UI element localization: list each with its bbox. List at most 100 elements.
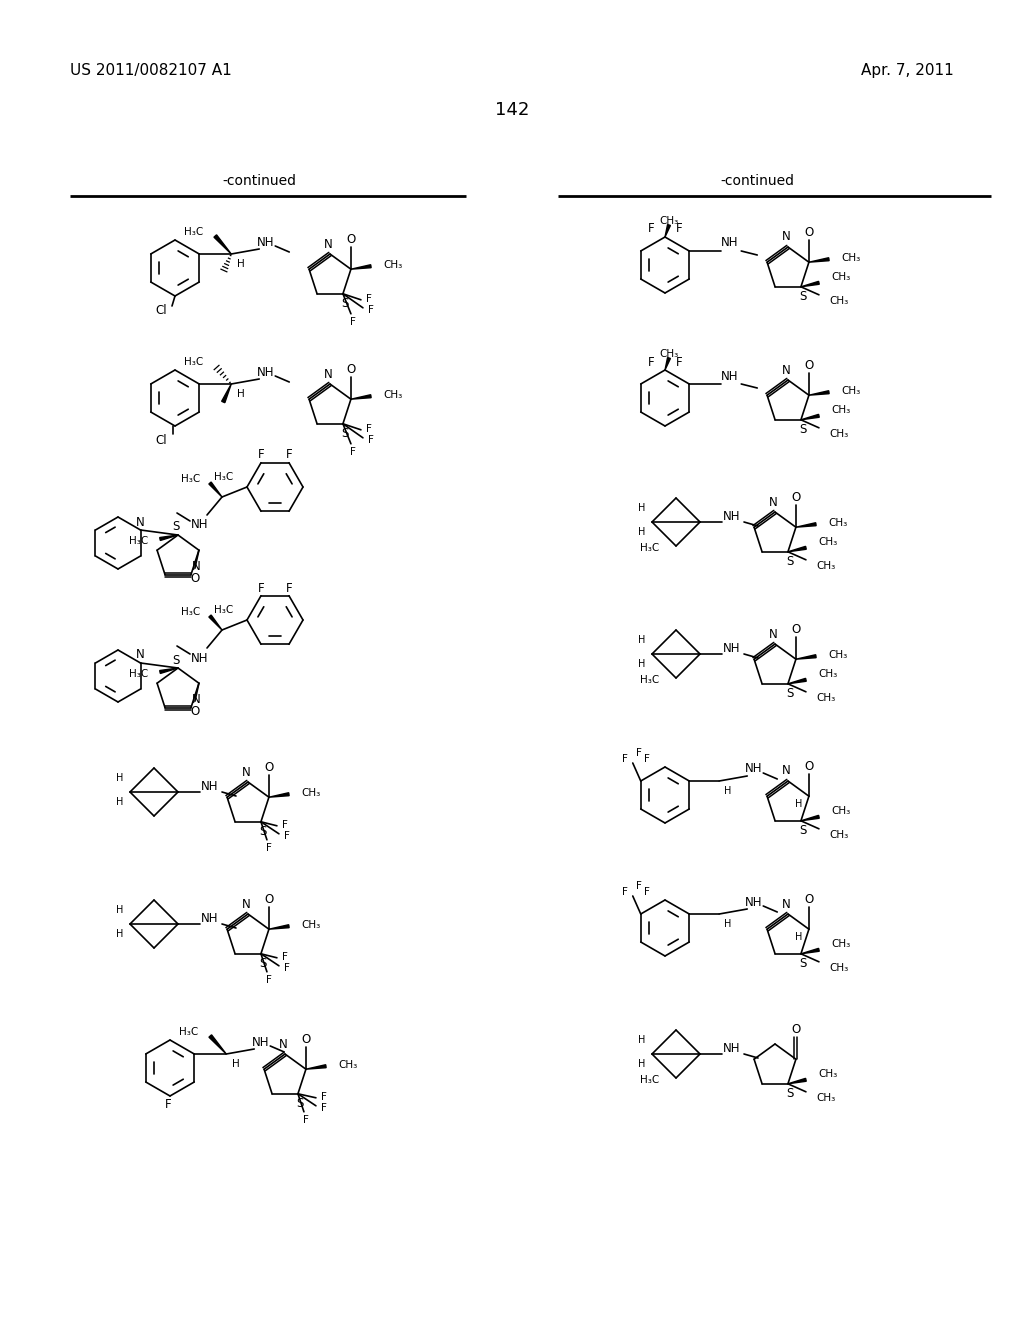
Text: S: S	[786, 556, 794, 569]
Text: N: N	[136, 516, 144, 528]
Text: 142: 142	[495, 102, 529, 119]
Text: NH: NH	[202, 780, 219, 792]
Text: NH: NH	[202, 912, 219, 924]
Text: CH₃: CH₃	[841, 387, 860, 396]
Text: N: N	[242, 766, 251, 779]
Text: H: H	[638, 635, 646, 645]
Text: O: O	[804, 226, 813, 239]
Text: NH: NH	[191, 519, 209, 532]
Text: F: F	[636, 748, 642, 758]
Text: N: N	[781, 764, 791, 777]
Polygon shape	[801, 948, 819, 954]
Text: F: F	[644, 754, 649, 764]
Text: CH₃: CH₃	[301, 788, 321, 799]
Polygon shape	[160, 535, 178, 540]
Text: H: H	[117, 906, 124, 915]
Text: F: F	[284, 830, 290, 841]
Text: N: N	[769, 627, 777, 640]
Text: F: F	[676, 223, 682, 235]
Text: H: H	[638, 1059, 646, 1069]
Text: N: N	[191, 560, 201, 573]
Text: F: F	[258, 449, 264, 462]
Text: CH₃: CH₃	[830, 805, 850, 816]
Text: H₃C: H₃C	[179, 1027, 199, 1038]
Text: CH₃: CH₃	[829, 830, 848, 840]
Text: O: O	[346, 232, 355, 246]
Text: CH₃: CH₃	[383, 391, 402, 400]
Text: CH₃: CH₃	[829, 429, 848, 438]
Text: N: N	[781, 898, 791, 911]
Text: CH₃: CH₃	[841, 253, 860, 263]
Text: NH: NH	[744, 763, 762, 776]
Text: H: H	[117, 797, 124, 807]
Text: NH: NH	[723, 1041, 740, 1055]
Text: H: H	[638, 527, 646, 537]
Text: CH₃: CH₃	[816, 693, 836, 702]
Text: F: F	[321, 1092, 327, 1102]
Polygon shape	[351, 395, 371, 399]
Text: CH₃: CH₃	[659, 216, 679, 226]
Text: CH₃: CH₃	[828, 651, 847, 660]
Text: CH₃: CH₃	[828, 519, 847, 528]
Polygon shape	[160, 668, 178, 673]
Text: O: O	[804, 760, 813, 772]
Polygon shape	[209, 482, 222, 498]
Text: F: F	[321, 1102, 327, 1113]
Text: H: H	[724, 785, 731, 796]
Text: O: O	[190, 572, 200, 585]
Text: N: N	[279, 1038, 288, 1051]
Text: F: F	[286, 582, 292, 594]
Text: F: F	[258, 582, 264, 594]
Text: F: F	[266, 842, 271, 853]
Polygon shape	[665, 224, 671, 238]
Text: H: H	[724, 919, 731, 929]
Text: O: O	[301, 1032, 310, 1045]
Text: CH₃: CH₃	[830, 939, 850, 949]
Text: S: S	[800, 824, 807, 837]
Text: NH: NH	[256, 366, 274, 379]
Polygon shape	[351, 265, 371, 269]
Polygon shape	[809, 257, 829, 263]
Text: O: O	[792, 1023, 801, 1036]
Text: CH₃: CH₃	[816, 561, 836, 570]
Text: NH: NH	[256, 235, 274, 248]
Polygon shape	[209, 615, 222, 630]
Text: NH: NH	[721, 370, 738, 383]
Text: H₃C: H₃C	[129, 536, 148, 546]
Polygon shape	[787, 678, 806, 684]
Text: F: F	[282, 820, 288, 830]
Polygon shape	[801, 816, 819, 821]
Polygon shape	[269, 925, 289, 929]
Text: O: O	[792, 623, 801, 636]
Text: S: S	[296, 1097, 304, 1110]
Text: F: F	[648, 355, 654, 368]
Text: F: F	[368, 434, 374, 445]
Text: N: N	[781, 231, 791, 243]
Text: F: F	[622, 754, 628, 764]
Polygon shape	[787, 546, 806, 552]
Polygon shape	[801, 414, 819, 420]
Text: S: S	[259, 825, 266, 838]
Text: F: F	[366, 424, 372, 434]
Text: H₃C: H₃C	[181, 474, 200, 484]
Text: US 2011/0082107 A1: US 2011/0082107 A1	[70, 62, 231, 78]
Text: S: S	[800, 290, 807, 304]
Text: H: H	[638, 1035, 646, 1045]
Text: F: F	[676, 355, 682, 368]
Text: S: S	[172, 653, 179, 667]
Text: CH₃: CH₃	[818, 537, 838, 546]
Text: S: S	[800, 957, 807, 970]
Text: NH: NH	[252, 1035, 269, 1048]
Polygon shape	[214, 235, 231, 253]
Text: CH₃: CH₃	[829, 962, 848, 973]
Polygon shape	[209, 1035, 226, 1053]
Text: F: F	[282, 952, 288, 962]
Text: CH₃: CH₃	[816, 1093, 836, 1102]
Text: H₃C: H₃C	[214, 473, 233, 482]
Text: N: N	[324, 367, 333, 380]
Text: H₃C: H₃C	[640, 675, 659, 685]
Text: H: H	[796, 932, 803, 942]
Text: H₃C: H₃C	[184, 356, 203, 367]
Text: H₃C: H₃C	[214, 605, 233, 615]
Text: H₃C: H₃C	[184, 227, 203, 238]
